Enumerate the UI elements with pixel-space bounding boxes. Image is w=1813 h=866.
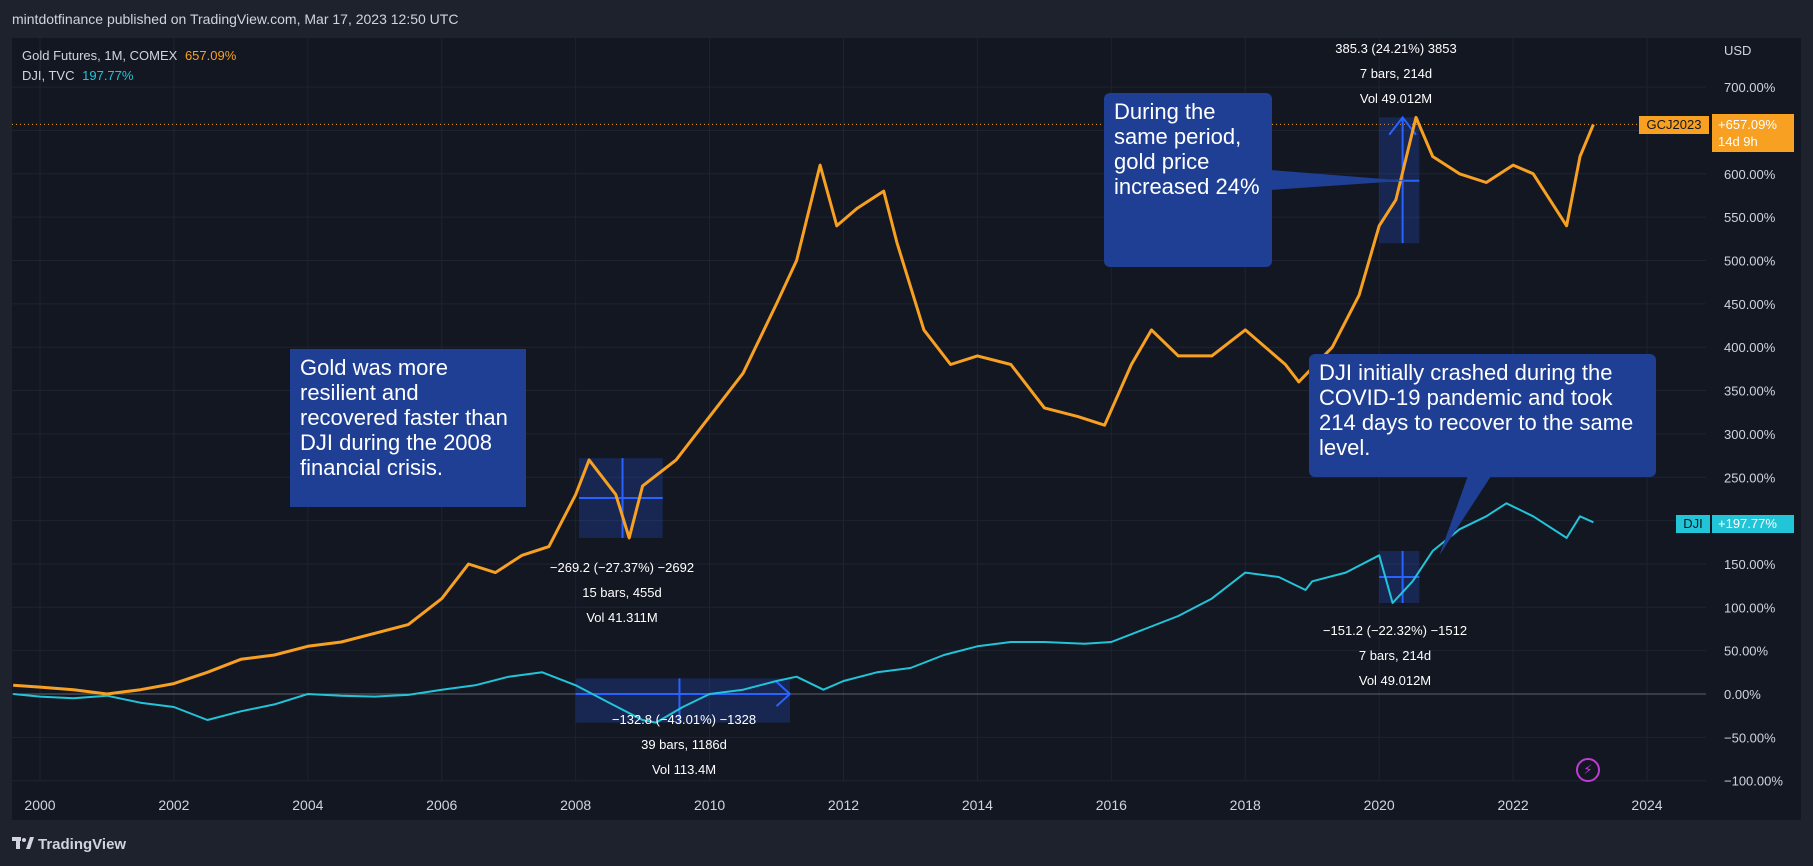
dji-symbol-badge: DJI	[1676, 515, 1710, 533]
x-tick-label: 2016	[1096, 797, 1127, 813]
series-lines	[13, 115, 1595, 724]
meas-gold-2008: −269.2 (−27.37%) −2692 15 bars, 455d Vol…	[522, 555, 722, 630]
dji-value-label: +197.77%	[1718, 516, 1777, 531]
note-gold-2020-text: During the same period, gold price incre…	[1114, 99, 1260, 199]
series-line-dji[interactable]	[13, 502, 1594, 724]
x-tick-label: 2008	[560, 797, 591, 813]
y-tick-label: 550.00%	[1724, 210, 1776, 225]
gold-value-label: +657.09%	[1718, 117, 1777, 132]
legend-gold[interactable]: Gold Futures, 1M, COMEX 657.09%	[22, 46, 236, 66]
price-axis: −100.00% −50.00% 0.00% 50.00% 100.00% 150.00%…	[1724, 80, 1783, 789]
gold-countdown-label: 14d 9h	[1718, 134, 1758, 149]
callout-pointers	[1270, 170, 1495, 556]
footer: TradingView	[0, 820, 1813, 866]
meas-dji-2008-vol: Vol 113.4M	[651, 762, 717, 777]
gold-symbol-label: GCJ2023	[1646, 117, 1702, 132]
y-tick-label: 350.00%	[1724, 384, 1776, 399]
meas-gold-2020-vol: Vol 49.012M	[1359, 91, 1433, 106]
note-gold-2020[interactable]: During the same period, gold price incre…	[1104, 93, 1272, 267]
legend-gold-value: 657.09%	[184, 48, 237, 63]
axis-currency: USD	[1724, 43, 1751, 58]
note-dji-covid[interactable]: DJI initially crashed during the COVID-1…	[1309, 354, 1656, 477]
arrow-dji-2008	[775, 681, 792, 707]
y-tick-label: −50.00%	[1724, 730, 1776, 745]
meas-gold-2008-change: −269.2 (−27.37%) −2692	[549, 560, 695, 575]
pointer-dji-covid	[1439, 470, 1495, 556]
publish-header: mintdotfinance published on TradingView.…	[0, 0, 1813, 38]
meas-gold-2008-bars: 15 bars, 455d	[582, 585, 662, 600]
series-line-gold[interactable]	[13, 115, 1595, 696]
time-axis: 2000 2002 2004 2006 2008 2010 2012 2014 2016 2018…	[24, 797, 1662, 813]
meas-gold-2020: 385.3 (24.21%) 3853 7 bars, 214d Vol 49.…	[1296, 36, 1496, 111]
y-tick-label: 400.00%	[1724, 340, 1776, 355]
meas-gold-2020-bars: 7 bars, 214d	[1359, 66, 1433, 81]
dji-symbol-label: DJI	[1683, 516, 1703, 531]
x-tick-label: 2010	[694, 797, 725, 813]
x-tick-label: 2020	[1364, 797, 1395, 813]
legend-dji-name: DJI, TVC	[22, 68, 75, 83]
x-tick-label: 2012	[828, 797, 859, 813]
legend-dji[interactable]: DJI, TVC 197.77%	[22, 66, 236, 86]
y-tick-label: 450.00%	[1724, 297, 1776, 312]
meas-dji-2020-change: −151.2 (−22.32%) −1512	[1322, 623, 1468, 638]
x-tick-label: 2024	[1631, 797, 1662, 813]
x-tick-label: 2002	[158, 797, 189, 813]
x-tick-label: 2018	[1230, 797, 1261, 813]
publisher-text: mintdotfinance published on TradingView.…	[12, 11, 459, 27]
meas-dji-2020: −151.2 (−22.32%) −1512 7 bars, 214d Vol …	[1295, 618, 1495, 693]
replay-icon[interactable]: ⚡	[1576, 758, 1600, 782]
y-tick-label: 700.00%	[1724, 80, 1776, 95]
meas-dji-2020-vol: Vol 49.012M	[1358, 673, 1432, 688]
dji-value-badge: +197.77%	[1712, 515, 1794, 533]
tradingview-logo[interactable]: TradingView	[12, 836, 126, 853]
y-tick-label: 600.00%	[1724, 167, 1776, 182]
legend: Gold Futures, 1M, COMEX 657.09% DJI, TVC…	[22, 46, 236, 86]
y-tick-label: 100.00%	[1724, 600, 1776, 615]
x-tick-label: 2004	[292, 797, 323, 813]
meas-dji-2008-change: −132.8 (−43.01%) −1328	[611, 712, 757, 727]
y-tick-label: 300.00%	[1724, 427, 1776, 442]
meas-dji-2008-bars: 39 bars, 1186d	[641, 737, 727, 752]
tradingview-brand: TradingView	[38, 836, 127, 853]
x-tick-label: 2014	[962, 797, 993, 813]
y-tick-label: −100.00%	[1724, 774, 1783, 789]
note-dji-covid-text: DJI initially crashed during the COVID-1…	[1319, 360, 1634, 460]
x-tick-label: 2022	[1498, 797, 1529, 813]
tradingview-logo-icon	[12, 837, 34, 849]
y-tick-label: 50.00%	[1724, 644, 1769, 659]
meas-gold-2020-change: 385.3 (24.21%) 3853	[1335, 41, 1457, 56]
meas-dji-2020-bars: 7 bars, 214d	[1358, 648, 1432, 663]
y-tick-label: 500.00%	[1724, 254, 1776, 269]
pointer-gold-2020	[1270, 170, 1406, 190]
legend-gold-name: Gold Futures, 1M, COMEX	[22, 48, 178, 63]
meas-dji-2008: −132.8 (−43.01%) −1328 39 bars, 1186d Vo…	[584, 707, 784, 782]
measurement-boxes	[575, 115, 1420, 723]
meas-gold-2008-vol: Vol 41.311M	[586, 610, 658, 625]
note-gold-2008-text: Gold was more resilient and recovered fa…	[300, 355, 508, 480]
y-tick-label: 150.00%	[1724, 557, 1776, 572]
note-gold-2008[interactable]: Gold was more resilient and recovered fa…	[290, 349, 526, 507]
x-tick-label: 2006	[426, 797, 457, 813]
arrow-gold-2020	[1388, 115, 1417, 136]
gold-symbol-badge: GCJ2023	[1639, 116, 1709, 134]
box-dji-2008	[575, 678, 790, 723]
x-tick-label: 2000	[24, 797, 55, 813]
y-tick-label: 250.00%	[1724, 470, 1776, 485]
legend-dji-value: 197.77%	[82, 68, 134, 83]
gold-value-badge: +657.09% 14d 9h	[1712, 114, 1794, 152]
y-tick-label: 0.00%	[1724, 687, 1761, 702]
